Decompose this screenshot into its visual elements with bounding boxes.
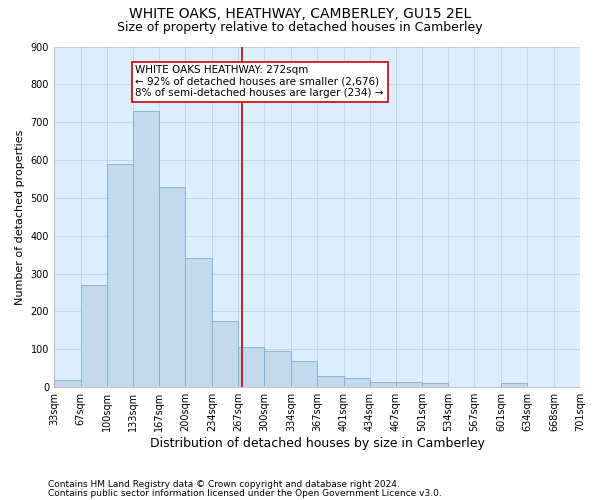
Text: Contains HM Land Registry data © Crown copyright and database right 2024.: Contains HM Land Registry data © Crown c… — [48, 480, 400, 489]
Y-axis label: Number of detached properties: Number of detached properties — [15, 129, 25, 304]
Bar — [291, 360, 317, 387]
Bar — [238, 348, 264, 387]
Bar — [212, 321, 238, 387]
Bar — [344, 378, 370, 387]
Bar — [185, 258, 212, 387]
Bar — [54, 380, 80, 387]
Bar — [264, 351, 291, 387]
Bar — [160, 186, 185, 387]
Text: WHITE OAKS HEATHWAY: 272sqm
← 92% of detached houses are smaller (2,676)
8% of s: WHITE OAKS HEATHWAY: 272sqm ← 92% of det… — [136, 65, 384, 98]
X-axis label: Distribution of detached houses by size in Camberley: Distribution of detached houses by size … — [149, 437, 484, 450]
Bar — [422, 382, 448, 387]
Bar — [370, 382, 396, 387]
Text: WHITE OAKS, HEATHWAY, CAMBERLEY, GU15 2EL: WHITE OAKS, HEATHWAY, CAMBERLEY, GU15 2E… — [129, 8, 471, 22]
Text: Size of property relative to detached houses in Camberley: Size of property relative to detached ho… — [117, 21, 483, 34]
Bar — [501, 384, 527, 387]
Bar — [80, 285, 107, 387]
Bar — [396, 382, 422, 387]
Bar — [107, 164, 133, 387]
Bar — [317, 376, 344, 387]
Bar — [133, 111, 160, 387]
Text: Contains public sector information licensed under the Open Government Licence v3: Contains public sector information licen… — [48, 488, 442, 498]
